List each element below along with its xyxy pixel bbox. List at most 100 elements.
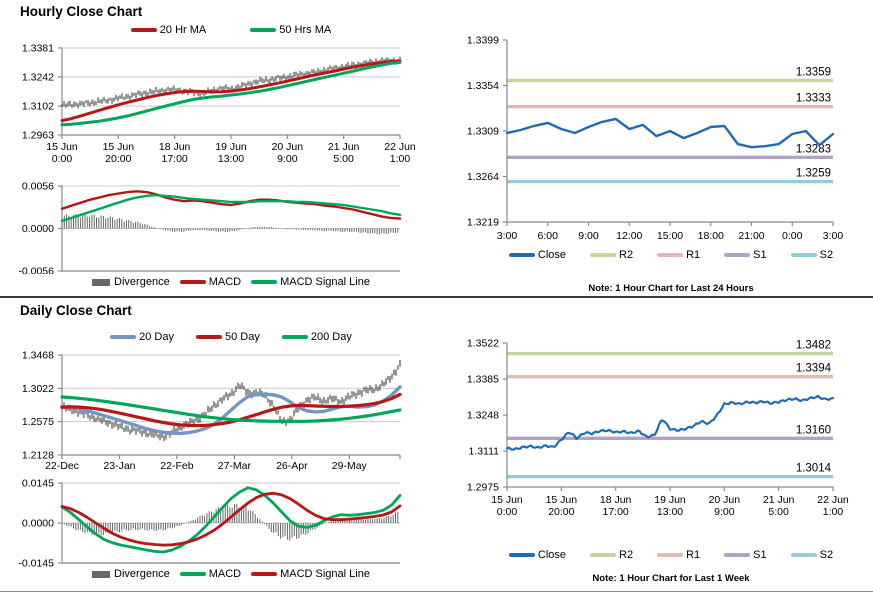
legend-label: S2 <box>819 249 834 261</box>
legend-line-swatch <box>508 253 535 257</box>
x-tick-label: 27-Mar <box>218 460 252 472</box>
legend-label: MACD Signal Line <box>280 568 370 580</box>
daily-pivot-chart: 1.3482 1.3394 1.3160 1.3014 1.3522 1.3385 1.32… <box>436 335 873 527</box>
legend-line-swatch <box>179 280 206 284</box>
hourly-price-chart: 1.3381 1.3242 1.3102 1.2963 15 Jun 0:00 15 Jun… <box>0 38 436 180</box>
legend-line-swatch <box>251 280 278 284</box>
legend-item-200-day: 200 Day <box>281 331 352 343</box>
legend-item-divergence: Divergence <box>92 276 170 288</box>
daily-pivot-legend: Close R2 R1 S1 S2 <box>505 549 837 561</box>
section-divider <box>0 296 873 298</box>
x-tick-label: 20 Jun <box>272 141 304 153</box>
daily-macd-chart: 0.0145 0.0000 -0.0145 <box>0 475 436 567</box>
x-tick-label: 5:00 <box>768 506 789 518</box>
legend-line-swatch <box>179 572 206 576</box>
legend-item-20-day: 20 Day <box>110 331 174 343</box>
legend-line-swatch <box>790 553 817 557</box>
legend-label: 50 Day <box>225 331 260 343</box>
level-label-s1: 1.3160 <box>796 424 831 436</box>
legend-line-swatch <box>196 335 222 339</box>
legend-label: MACD <box>208 276 242 288</box>
legend-label: 20 Day <box>139 331 174 343</box>
series-line-macd <box>60 486 402 554</box>
daily_pivot-canvas: 1.3482 1.3394 1.3160 1.3014 1.3522 1.3385 1.32… <box>467 338 849 519</box>
legend-label: S1 <box>753 249 767 261</box>
legend-item-macd: MACD <box>179 568 242 580</box>
x-tick-label: 9:00 <box>578 230 599 242</box>
legend-line-swatch <box>590 553 617 557</box>
y-tick-label: 1.2575 <box>22 416 54 428</box>
y-tick-label: 1.3385 <box>467 374 499 386</box>
legend-line-swatch <box>657 253 684 257</box>
legend-line-swatch <box>130 28 157 32</box>
y-tick-label: -0.0056 <box>18 266 54 275</box>
x-tick-label: 20 Jun <box>709 494 741 506</box>
legend-label: MACD <box>208 568 242 580</box>
x-tick-label: 23-Jan <box>103 460 135 472</box>
legend-label: 20 Hr MA <box>159 24 207 36</box>
x-tick-label: 29-May <box>332 460 368 472</box>
x-tick-label: 22 Jun <box>817 494 849 506</box>
legend-line-swatch <box>724 553 751 557</box>
legend-label: S2 <box>819 549 834 561</box>
x-tick-label: 20:00 <box>548 506 574 518</box>
legend-line-swatch <box>657 553 684 557</box>
legend-label: Divergence <box>114 568 170 580</box>
hourly_macd-canvas: 0.0056 0.0000 -0.0056 <box>18 181 402 275</box>
level-label-s2: 1.3259 <box>796 168 831 180</box>
level-label-r2: 1.3482 <box>796 340 831 352</box>
legend-line-swatch <box>250 28 277 32</box>
legend-item-close: Close <box>508 249 566 261</box>
daily-section-title: Daily Close Chart <box>20 303 132 318</box>
series-line-200-day <box>60 395 402 424</box>
y-tick-label: 0.0056 <box>22 181 54 193</box>
page-bottom-rule <box>0 591 873 592</box>
legend-line-swatch <box>590 253 617 257</box>
hourly-macd-chart: 0.0056 0.0000 -0.0056 <box>0 178 436 274</box>
y-tick-label: 1.3468 <box>22 350 54 362</box>
legend-item-divergence: Divergence <box>92 568 170 580</box>
legend-item-r1: R1 <box>657 549 700 561</box>
x-tick-label: 6:00 <box>538 230 559 242</box>
x-tick-label: 17:00 <box>603 506 629 518</box>
y-tick-label: 1.3102 <box>22 101 54 113</box>
x-tick-label: 1:00 <box>390 153 411 165</box>
x-tick-label: 18:00 <box>698 230 724 242</box>
series-line-50-hrs-ma <box>60 60 402 127</box>
legend-item-r2: R2 <box>590 249 633 261</box>
hourly-pivot-note: Note: 1 Hour Chart for Last 24 Hours <box>588 283 754 294</box>
series-line-macd <box>60 190 402 220</box>
x-tick-label: 19 Jun <box>215 141 247 153</box>
legend-item-s1: S1 <box>724 249 767 261</box>
x-tick-label: 9:00 <box>714 506 735 518</box>
x-tick-label: 20:00 <box>105 153 131 165</box>
hourly-price-legend: 20 Hr MA 50 Hrs MA <box>62 24 400 36</box>
series-line-macd-signal-line <box>60 491 402 547</box>
x-tick-label: 5:00 <box>333 153 354 165</box>
legend-item-s2: S2 <box>790 249 834 261</box>
legend-label: S1 <box>753 549 767 561</box>
x-tick-label: 18 Jun <box>159 141 191 153</box>
legend-label: R1 <box>686 249 701 261</box>
x-tick-label: 15:00 <box>657 230 683 242</box>
x-tick-label: 21 Jun <box>328 141 360 153</box>
daily-price-chart: 1.3468 1.3022 1.2575 1.2128 22-Dec 23-Jan 22-F… <box>0 348 436 474</box>
legend-label: R1 <box>686 549 701 561</box>
series-line-50-day <box>60 392 402 428</box>
y-tick-label: 0.0000 <box>22 518 54 530</box>
x-tick-label: 21 Jun <box>763 494 795 506</box>
level-label-s1: 1.3283 <box>796 143 831 155</box>
x-tick-label: 3:00 <box>497 230 518 242</box>
legend-bar-swatch <box>92 570 111 578</box>
level-label-s2: 1.3014 <box>796 463 832 475</box>
legend-line-swatch <box>724 253 751 257</box>
x-tick-label: 15 Jun <box>103 141 135 153</box>
legend-item-50-day: 50 Day <box>196 331 260 343</box>
x-tick-label: 21:00 <box>738 230 764 242</box>
legend-label: R2 <box>619 249 634 261</box>
series-line-close <box>505 117 835 149</box>
x-tick-label: 15 Jun <box>491 494 523 506</box>
level-label-r1: 1.3394 <box>796 363 832 375</box>
hourly-pivot-legend: Close R2 R1 S1 S2 <box>505 249 837 261</box>
legend-item-20-hr-ma: 20 Hr MA <box>130 24 207 36</box>
